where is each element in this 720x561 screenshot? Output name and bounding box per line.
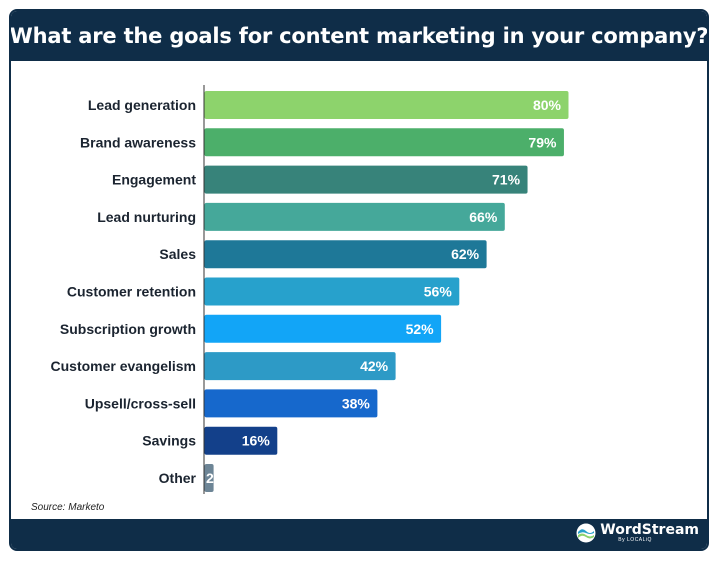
bar-6 xyxy=(204,277,460,306)
data-label: 56% xyxy=(424,284,453,300)
category-label: Engagement xyxy=(112,172,196,188)
category-label: Other xyxy=(159,470,197,486)
data-label: 16% xyxy=(242,433,271,449)
bar-3 xyxy=(204,165,528,194)
category-label: Subscription growth xyxy=(60,321,196,337)
brand-subtitle: By LOCALiQ xyxy=(618,537,652,543)
category-label: Lead generation xyxy=(88,97,196,113)
chart-frame: What are the goals for content marketing… xyxy=(9,9,709,551)
chart-title: What are the goals for content marketing… xyxy=(9,24,709,48)
header-bar: What are the goals for content marketing… xyxy=(11,11,707,61)
data-label: 66% xyxy=(469,209,498,225)
data-label: 62% xyxy=(451,246,480,262)
brand-logo: WordStream By LOCALiQ xyxy=(576,523,699,543)
data-label: 80% xyxy=(533,97,562,113)
bar-5 xyxy=(204,240,487,269)
category-label: Brand awareness xyxy=(80,134,196,150)
data-label: 38% xyxy=(342,395,371,411)
data-label: 42% xyxy=(360,358,389,374)
bar-1 xyxy=(204,91,569,119)
footer-bar: WordStream By LOCALiQ xyxy=(11,519,707,549)
bar-10 xyxy=(204,426,278,455)
chart-area: Lead generation 80% Brand awareness 79% Enga… xyxy=(11,61,707,521)
brand-name: WordStream xyxy=(600,522,699,538)
wordstream-wave-icon xyxy=(576,523,596,543)
data-label: 79% xyxy=(528,134,557,150)
bar-7 xyxy=(204,314,442,343)
bar-8 xyxy=(204,352,396,381)
data-label: 52% xyxy=(406,321,435,337)
bar-11 xyxy=(204,464,214,492)
category-label: Sales xyxy=(159,246,196,262)
bar-2 xyxy=(204,128,564,157)
bar-9 xyxy=(204,389,378,418)
category-label: Upsell/cross-sell xyxy=(85,395,196,411)
category-label: Lead nurturing xyxy=(97,209,196,225)
source-note: Source: Marketo xyxy=(31,502,105,513)
bar-4 xyxy=(204,202,505,231)
bar-chart: Lead generation 80% Brand awareness 79% Enga… xyxy=(51,85,569,494)
category-label: Savings xyxy=(142,433,196,449)
data-label: 2% xyxy=(206,470,227,486)
category-label: Customer retention xyxy=(67,284,196,300)
category-label: Customer evangelism xyxy=(51,358,197,374)
data-label: 71% xyxy=(492,172,521,188)
